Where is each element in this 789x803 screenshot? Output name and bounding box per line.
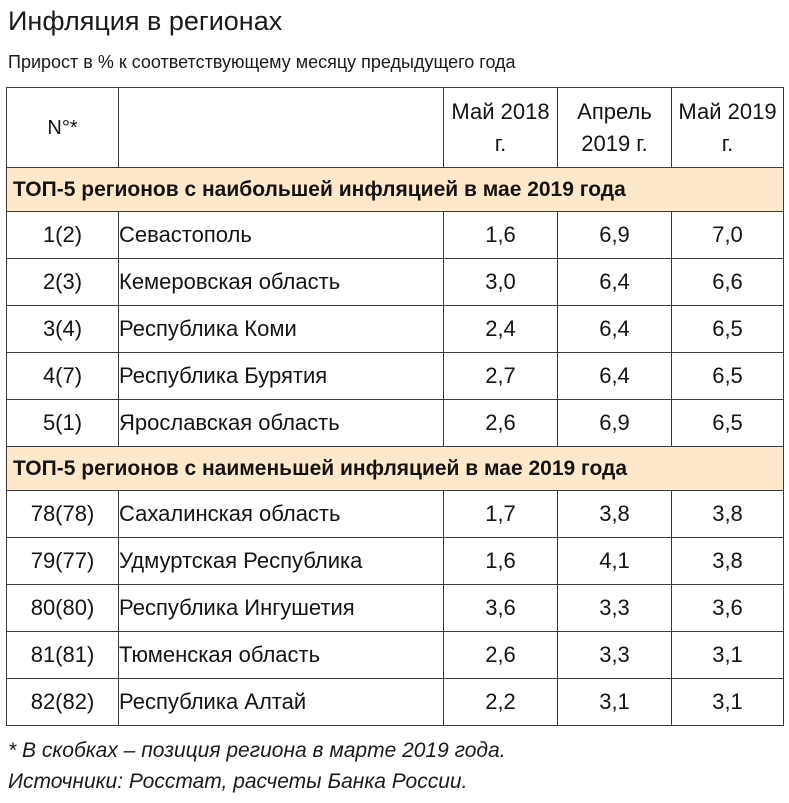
april-2019-cell: 4,1 <box>557 537 672 585</box>
rank-cell: 79(77) <box>6 537 119 585</box>
region-cell: Ярославская область <box>118 399 444 447</box>
rank-cell: 78(78) <box>6 490 119 538</box>
region-cell: Удмуртская Республика <box>118 537 444 585</box>
region-cell: Республика Ингушетия <box>118 584 444 632</box>
page-title: Инфляция в регионах <box>8 6 283 36</box>
may-2018-cell: 3,0 <box>443 258 558 306</box>
may-2019-cell: 7,0 <box>671 211 784 259</box>
table-row: 2(3) Кемеровская область 3,0 6,4 6,6 <box>6 258 784 306</box>
region-cell: Республика Коми <box>118 305 444 353</box>
rank-cell: 5(1) <box>6 399 119 447</box>
april-2019-cell: 6,9 <box>557 399 672 447</box>
region-cell: Республика Бурятия <box>118 352 444 400</box>
may-2018-cell: 3,6 <box>443 584 558 632</box>
may-2019-cell: 3,6 <box>671 584 784 632</box>
region-cell: Тюменская область <box>118 631 444 679</box>
may-2018-cell: 1,6 <box>443 537 558 585</box>
april-2019-cell: 6,9 <box>557 211 672 259</box>
may-2019-cell: 3,1 <box>671 631 784 679</box>
section-title: ТОП-5 регионов с наибольшей инфляцией в … <box>6 167 784 212</box>
rank-cell: 82(82) <box>6 678 119 726</box>
may-2018-cell: 1,7 <box>443 490 558 538</box>
sources-note: Источники: Росстат, расчеты Банка России… <box>8 770 468 793</box>
table-row: 4(7) Республика Бурятия 2,7 6,4 6,5 <box>6 352 784 400</box>
april-2019-cell: 3,3 <box>557 584 672 632</box>
may-2018-cell: 1,6 <box>443 211 558 259</box>
may-2019-cell: 3,8 <box>671 490 784 538</box>
rank-cell: 4(7) <box>6 352 119 400</box>
may-2018-cell: 2,4 <box>443 305 558 353</box>
april-2019-cell: 3,1 <box>557 678 672 726</box>
section-header-row: ТОП-5 регионов с наименьшей инфляцией в … <box>6 446 784 491</box>
may-2018-cell: 2,2 <box>443 678 558 726</box>
april-2019-cell: 3,8 <box>557 490 672 538</box>
may-2018-cell: 2,6 <box>443 631 558 679</box>
may-2019-cell: 3,8 <box>671 537 784 585</box>
header-may-2019: Май 2019 г. <box>671 87 784 168</box>
footnote: * В скобках – позиция региона в марте 20… <box>8 739 506 762</box>
header-april-2019: Апрель 2019 г. <box>557 87 672 168</box>
rank-cell: 1(2) <box>6 211 119 259</box>
table-row: 1(2) Севастополь 1,6 6,9 7,0 <box>6 211 784 259</box>
region-cell: Севастополь <box>118 211 444 259</box>
region-cell: Сахалинская область <box>118 490 444 538</box>
header-name <box>118 87 444 168</box>
april-2019-cell: 6,4 <box>557 305 672 353</box>
section-header-row: ТОП-5 регионов с наибольшей инфляцией в … <box>6 167 784 212</box>
page-subtitle: Прирост в % к соответствующему месяцу пр… <box>8 52 516 72</box>
table-row: 3(4) Республика Коми 2,4 6,4 6,5 <box>6 305 784 353</box>
may-2019-cell: 6,5 <box>671 399 784 447</box>
inflation-table: N°* Май 2018 г. Апрель 2019 г. Май 2019 … <box>6 87 784 726</box>
header-num: N°* <box>6 87 119 168</box>
table-row: 80(80) Республика Ингушетия 3,6 3,3 3,6 <box>6 584 784 632</box>
table-row: 81(81) Тюменская область 2,6 3,3 3,1 <box>6 631 784 679</box>
rank-cell: 80(80) <box>6 584 119 632</box>
rank-cell: 2(3) <box>6 258 119 306</box>
header-may-2018: Май 2018 г. <box>443 87 558 168</box>
rank-cell: 81(81) <box>6 631 119 679</box>
may-2019-cell: 6,6 <box>671 258 784 306</box>
table-header-row: N°* Май 2018 г. Апрель 2019 г. Май 2019 … <box>6 87 784 168</box>
region-cell: Республика Алтай <box>118 678 444 726</box>
table-row: 79(77) Удмуртская Республика 1,6 4,1 3,8 <box>6 537 784 585</box>
april-2019-cell: 3,3 <box>557 631 672 679</box>
april-2019-cell: 6,4 <box>557 258 672 306</box>
table-row: 82(82) Республика Алтай 2,2 3,1 3,1 <box>6 678 784 726</box>
table-body: ТОП-5 регионов с наибольшей инфляцией в … <box>6 167 784 726</box>
may-2018-cell: 2,6 <box>443 399 558 447</box>
region-cell: Кемеровская область <box>118 258 444 306</box>
table-row: 78(78) Сахалинская область 1,7 3,8 3,8 <box>6 490 784 538</box>
rank-cell: 3(4) <box>6 305 119 353</box>
may-2019-cell: 6,5 <box>671 352 784 400</box>
may-2018-cell: 2,7 <box>443 352 558 400</box>
april-2019-cell: 6,4 <box>557 352 672 400</box>
may-2019-cell: 3,1 <box>671 678 784 726</box>
table-row: 5(1) Ярославская область 2,6 6,9 6,5 <box>6 399 784 447</box>
section-title: ТОП-5 регионов с наименьшей инфляцией в … <box>6 446 784 491</box>
may-2019-cell: 6,5 <box>671 305 784 353</box>
